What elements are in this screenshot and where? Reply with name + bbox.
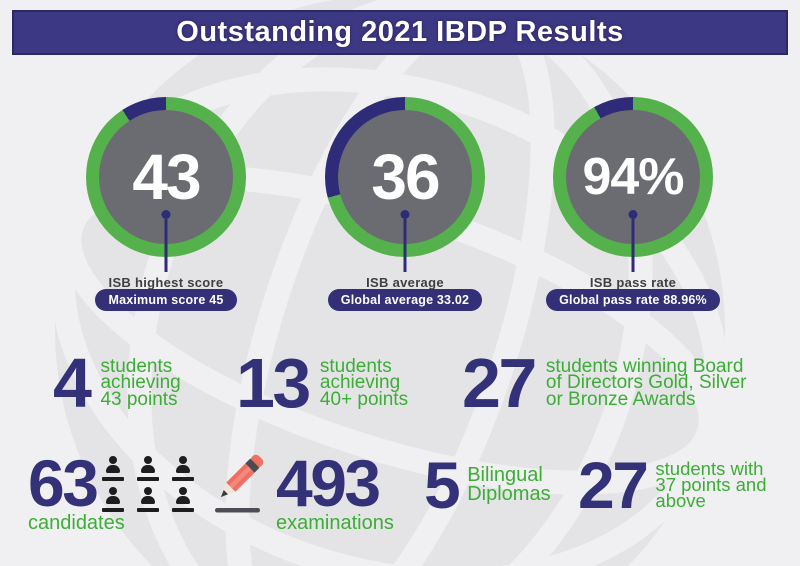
stat-43-points: 4 students achieving 43 points [53,344,181,422]
people-icon [102,456,194,512]
fact-examinations: 493 examinations [276,446,394,535]
fact-description: students with 37 points and above [655,458,767,512]
person-icon [172,487,194,512]
stat-number: 4 [53,344,92,422]
fact-number: 493 [276,446,381,520]
donut-group-average: 36 ISB average Global average 33.02 [310,97,500,312]
stat-number: 27 [462,344,537,422]
fact-number: 5 [424,448,461,522]
fact-bilingual-diplomas: 5 Bilingual Diplomas [424,448,551,522]
comparison-pill: Maximum score 45 [95,289,237,311]
stat-40plus-points: 13 students achieving 40+ points [236,344,409,422]
person-icon [102,456,124,481]
header-banner: Outstanding 2021 IBDP Results [12,10,788,55]
donut-value: 36 [371,141,440,213]
fact-description: Bilingual Diplomas [467,464,551,506]
comparison-pill: Global average 33.02 [327,289,483,311]
stat-description: students achieving 40+ points [319,355,409,410]
person-icon [137,487,159,512]
fact-label: examinations [276,512,394,535]
donut-caption: ISB pass rate [589,275,677,290]
donut-caption: ISB average [366,275,444,290]
pointer-pin [400,210,410,272]
donut-value: 94% [582,148,684,206]
pointer-pin [161,210,171,272]
stat-board-awards: 27 students winning Board of Directors Go… [462,344,747,422]
person-icon [102,487,124,512]
comparison-pill: Global pass rate 88.96% [546,289,720,311]
stat-number: 13 [236,344,311,422]
fact-number: 63 [28,446,99,520]
fact-candidates: 63 candidates [28,446,125,535]
stat-description: students achieving 43 points [100,355,181,410]
fact-number: 27 [578,448,649,522]
pointer-pin [628,210,638,272]
donut-value: 43 [132,141,201,213]
stat-description: students winning Board of Directors Gold,… [545,355,747,410]
pencil-icon [212,448,278,518]
person-icon [137,456,159,481]
fact-37-points-above: 27 students with 37 points and above [578,448,767,522]
fact-label: candidates [28,512,125,535]
donut-group-pass-rate: 94% ISB pass rate Global pass rate 88.96… [538,97,728,312]
donut-group-highest-score: 43 ISB highest score Maximum score 45 [71,97,261,312]
person-icon [172,456,194,481]
page-title: Outstanding 2021 IBDP Results [176,16,624,48]
donut-caption: ISB highest score [108,275,224,290]
